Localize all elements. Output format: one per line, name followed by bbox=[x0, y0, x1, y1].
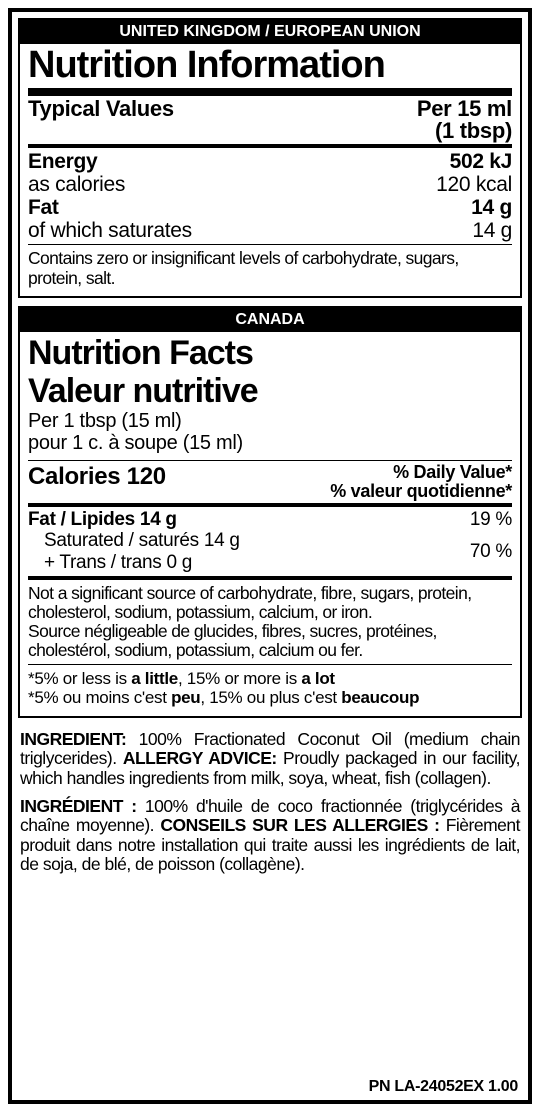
uk-note: Contains zero or insignificant levels of… bbox=[28, 247, 512, 292]
ca-note-fr: Source négligeable de glucides, fibres, … bbox=[28, 621, 437, 660]
ingredients-fr: INGRÉDIENT : 100% d'huile de coco fracti… bbox=[18, 793, 522, 879]
ca-per-fr: pour 1 c. à soupe (15 ml) bbox=[28, 432, 512, 454]
star-fr: *5% ou moins c'est peu, 15% ou plus c'es… bbox=[28, 688, 512, 708]
energy-label: Energy bbox=[28, 150, 97, 173]
rule bbox=[28, 88, 512, 96]
ca-sat-dv: 70 % bbox=[470, 541, 512, 563]
dv-fr: % valeur quotidienne* bbox=[330, 482, 512, 501]
typical-values-label: Typical Values bbox=[28, 98, 174, 120]
ca-calories: Calories 120 bbox=[28, 463, 330, 491]
ing-en-h: INGREDIENT: bbox=[20, 729, 126, 749]
uk-title: Nutrition Information bbox=[28, 44, 512, 86]
ca-trans-label: + Trans / trans 0 g bbox=[28, 552, 240, 574]
uk-header: UNITED KINGDOM / EUROPEAN UNION bbox=[20, 20, 520, 44]
uk-serving: Per 15 ml (1 tbsp) bbox=[417, 98, 512, 142]
ca-note: Not a significant source of carbohydrate… bbox=[28, 582, 512, 662]
ca-star-notes: *5% or less is a little, 15% or more is … bbox=[28, 667, 512, 712]
ca-title-fr: Valeur nutritive bbox=[28, 370, 512, 408]
ca-header: CANADA bbox=[20, 308, 520, 332]
rule bbox=[28, 244, 512, 245]
ingredients-en: INGREDIENT: 100% Fractionated Coconut Oi… bbox=[18, 726, 522, 793]
serving-line2: (1 tbsp) bbox=[417, 120, 512, 142]
all-fr-h: CONSEILS SUR LES ALLERGIES : bbox=[160, 815, 439, 835]
label-outer: UNITED KINGDOM / EUROPEAN UNION Nutritio… bbox=[8, 8, 532, 1104]
canada-panel: CANADA Nutrition Facts Valeur nutritive … bbox=[18, 306, 522, 718]
ca-sat-label: Saturated / saturés 14 g bbox=[28, 530, 240, 552]
energy-kj: 502 kJ bbox=[450, 150, 512, 173]
fat-label: Fat bbox=[28, 196, 59, 219]
ca-per: Per 1 tbsp (15 ml) pour 1 c. à soupe (15… bbox=[28, 408, 512, 458]
all-en-h: ALLERGY ADVICE: bbox=[123, 748, 277, 768]
rule bbox=[28, 144, 512, 148]
ca-sat-trans-row: Saturated / saturés 14 g + Trans / trans… bbox=[28, 530, 512, 574]
ca-fat-label: Fat / Lipides 14 g bbox=[28, 509, 177, 531]
ca-per-en: Per 1 tbsp (15 ml) bbox=[28, 410, 512, 432]
dv-en: % Daily Value* bbox=[330, 463, 512, 482]
ca-title-en: Nutrition Facts bbox=[28, 332, 512, 370]
ca-fat-row: Fat / Lipides 14 g 19 % bbox=[28, 509, 512, 531]
rule bbox=[28, 503, 512, 507]
calories-val: 120 kcal bbox=[436, 173, 512, 196]
rule bbox=[28, 576, 512, 580]
ca-sat-block: Saturated / saturés 14 g + Trans / trans… bbox=[28, 530, 240, 574]
ca-note-en: Not a significant source of carbohydrate… bbox=[28, 583, 471, 622]
uk-panel: UNITED KINGDOM / EUROPEAN UNION Nutritio… bbox=[18, 18, 522, 298]
ca-dv-header: % Daily Value* % valeur quotidienne* bbox=[330, 463, 512, 501]
product-number: PN LA-24052EX 1.00 bbox=[369, 1078, 518, 1096]
fat-val: 14 g bbox=[471, 196, 512, 219]
ca-fat-dv: 19 % bbox=[470, 509, 512, 531]
sat-val: 14 g bbox=[472, 219, 512, 242]
calories-row: as calories 120 kcal bbox=[28, 173, 512, 196]
sat-row: of which saturates 14 g bbox=[28, 219, 512, 242]
uk-body: Nutrition Information Typical Values Per… bbox=[20, 44, 520, 296]
fat-row: Fat 14 g bbox=[28, 196, 512, 219]
serving-line1: Per 15 ml bbox=[417, 98, 512, 120]
calories-label: as calories bbox=[28, 173, 125, 196]
sat-label: of which saturates bbox=[28, 219, 192, 242]
energy-row: Energy 502 kJ bbox=[28, 150, 512, 173]
ca-body: Nutrition Facts Valeur nutritive Per 1 t… bbox=[20, 332, 520, 716]
star-en: *5% or less is a little, 15% or more is … bbox=[28, 669, 512, 689]
ca-calories-row: Calories 120 % Daily Value* % valeur quo… bbox=[28, 463, 512, 501]
rule bbox=[28, 460, 512, 461]
rule bbox=[28, 664, 512, 665]
ing-fr-h: INGRÉDIENT : bbox=[20, 796, 137, 816]
uk-typical-row: Typical Values Per 15 ml (1 tbsp) bbox=[28, 98, 512, 142]
